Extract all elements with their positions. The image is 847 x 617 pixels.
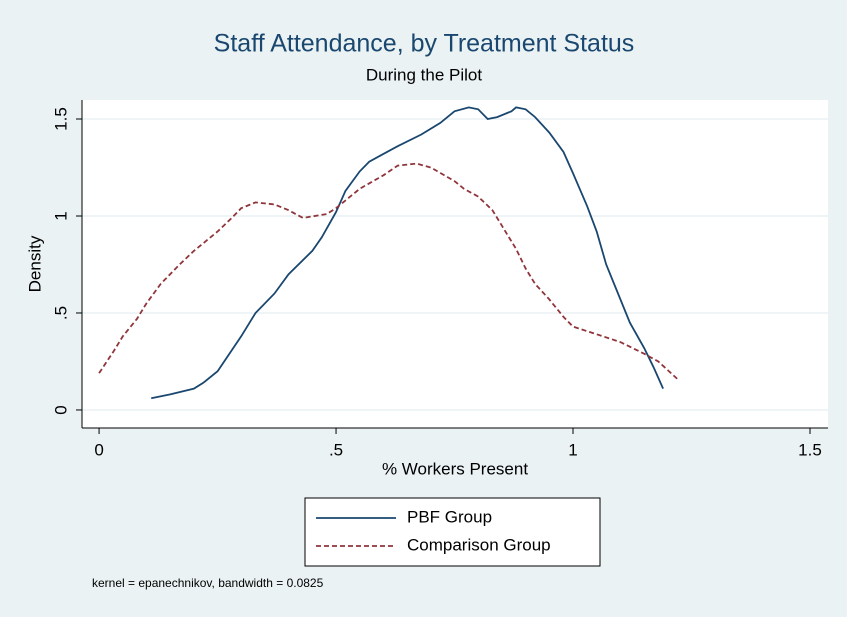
y-tick-label: 1.5 — [51, 107, 70, 131]
legend-label: PBF Group — [407, 507, 492, 526]
y-tick-label: .5 — [51, 306, 70, 320]
x-axis-label: % Workers Present — [382, 459, 528, 478]
y-axis-label: Density — [25, 235, 44, 292]
series-line — [98, 162, 678, 380]
x-tick-label: 0 — [94, 440, 103, 459]
x-tick-label: .5 — [329, 440, 343, 459]
plot-area — [82, 100, 828, 428]
chart-title: Staff Attendance, by Treatment Status — [214, 30, 635, 58]
legend-box — [304, 497, 601, 567]
note: kernel = epanechnikov, bandwidth = 0.082… — [92, 576, 324, 590]
series-line — [151, 106, 664, 400]
legend-label: Comparison Group — [407, 535, 551, 554]
chart-subtitle: During the Pilot — [366, 65, 483, 84]
y-tick-label: 1 — [51, 211, 70, 220]
y-tick-label: 0 — [51, 405, 70, 414]
x-tick-label: 1.5 — [798, 440, 822, 459]
x-tick-label: 1 — [568, 440, 577, 459]
